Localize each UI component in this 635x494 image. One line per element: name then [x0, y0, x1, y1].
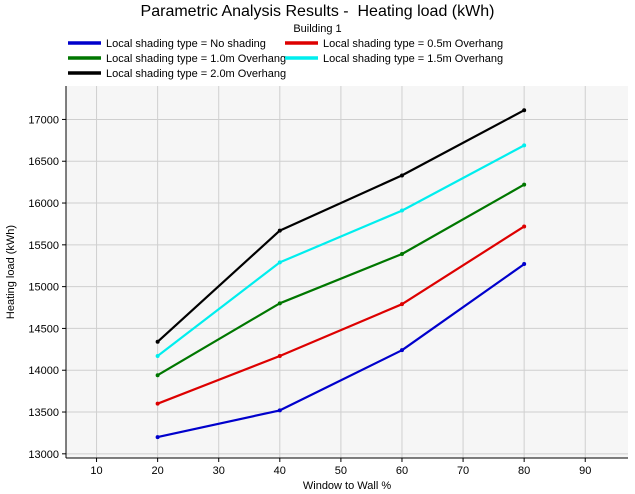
data-point [399, 173, 404, 178]
axes: 10 20 30 40 50 60 70 80 90 13000 13500 14000 14500 15… [28, 86, 628, 477]
legend: Local shading type = No shading Local sha… [68, 38, 503, 80]
y-tick-label: 17000 [28, 114, 59, 126]
data-point [522, 224, 527, 229]
y-tick-label: 16500 [28, 156, 59, 168]
data-point [155, 401, 160, 406]
series-line-1 [157, 225, 525, 405]
x-axis-title: Window to Wall % [303, 480, 391, 492]
legend-label: Local shading type = No shading [106, 38, 266, 50]
x-tick-label: 60 [396, 465, 408, 477]
series-lines [155, 108, 527, 440]
x-tick-label: 20 [152, 465, 164, 477]
y-tick-label: 13000 [28, 449, 59, 461]
data-point [155, 373, 160, 378]
y-axis-title: Heating load (kWh) [5, 225, 17, 319]
data-point [155, 339, 160, 344]
data-point [277, 260, 282, 265]
y-tick-label: 14500 [28, 323, 59, 335]
series-line-0 [157, 263, 525, 439]
x-tick-label: 80 [518, 465, 530, 477]
x-tick-label: 70 [457, 465, 469, 477]
legend-label: Local shading type = 1.0m Overhang [106, 53, 286, 65]
data-point [399, 348, 404, 353]
legend-label: Local shading type = 2.0m Overhang [106, 68, 286, 80]
series-line-3 [156, 144, 525, 357]
plot-background [66, 86, 628, 458]
data-point [155, 435, 160, 440]
data-point [155, 354, 160, 359]
chart-title: Parametric Analysis Results - Heating lo… [140, 3, 495, 20]
x-tick-label: 90 [579, 465, 591, 477]
x-tick-label: 40 [274, 465, 286, 477]
data-point [399, 208, 404, 213]
data-point [399, 302, 404, 307]
data-point [277, 408, 282, 413]
y-tick-label: 14000 [28, 365, 59, 377]
data-point [277, 354, 282, 359]
data-point [522, 182, 527, 187]
data-point [522, 143, 527, 148]
x-tick-label: 10 [90, 465, 102, 477]
y-tick-label: 15500 [28, 240, 59, 252]
data-point [522, 108, 527, 113]
data-point [522, 262, 527, 267]
data-point [277, 301, 282, 306]
x-tick-label: 50 [335, 465, 347, 477]
series-line-4 [156, 109, 525, 343]
legend-label: Local shading type = 1.5m Overhang [323, 53, 503, 65]
x-tick-label: 30 [213, 465, 225, 477]
gridlines [66, 86, 628, 458]
data-point [399, 252, 404, 257]
data-point [277, 228, 282, 233]
series-line-2 [157, 183, 525, 377]
y-tick-label: 15000 [28, 282, 59, 294]
chart-subtitle: Building 1 [293, 23, 342, 35]
legend-label: Local shading type = 0.5m Overhang [323, 38, 503, 50]
y-tick-label: 13500 [28, 407, 59, 419]
y-tick-label: 16000 [28, 198, 59, 210]
